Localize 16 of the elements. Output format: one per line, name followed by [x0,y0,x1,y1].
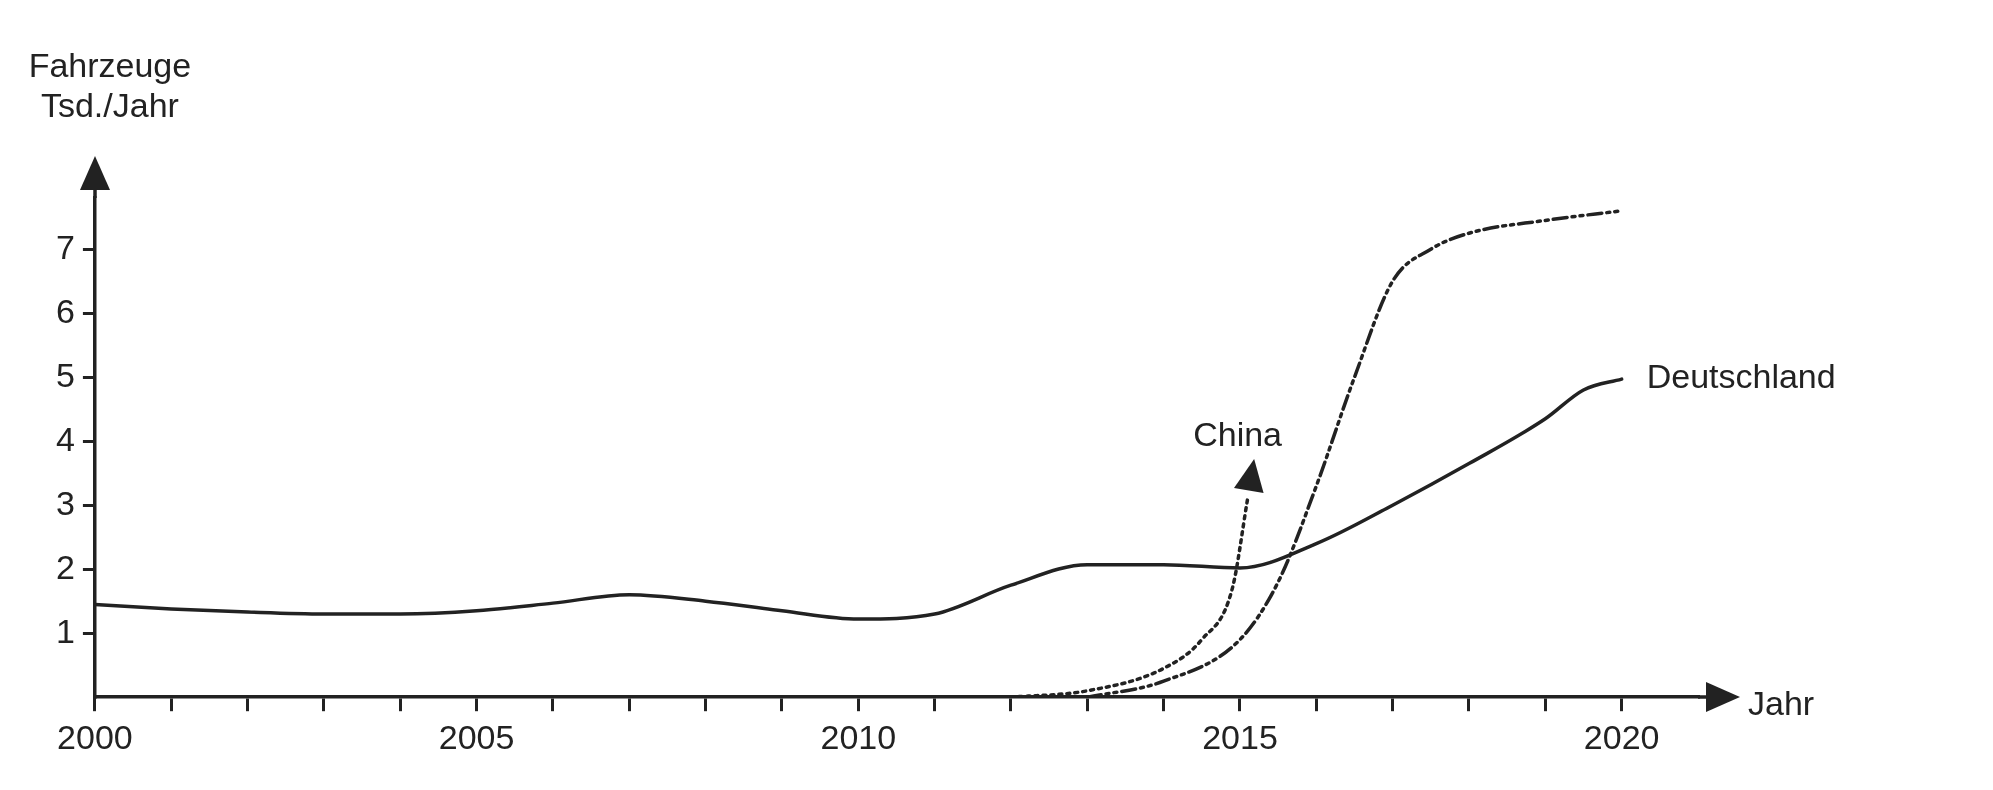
y-tick-label: 6 [55,291,75,330]
x-tick-label: 2015 [1202,717,1278,756]
x-tick-label: 2000 [57,717,133,756]
y-tick-label: 1 [55,611,75,650]
y-tick-label: 7 [55,227,75,266]
y-tick-label: 2 [55,547,75,586]
y-tick-label: 3 [55,483,75,522]
y-tick-label: 4 [55,419,75,458]
series-label: China [1193,415,1283,454]
x-axis-title: Jahr [1748,683,1815,722]
x-tick-label: 2020 [1583,717,1660,756]
x-tick-label: 2010 [820,717,897,756]
y-tick-label: 5 [55,355,75,394]
series-label: Deutschland [1646,357,1836,396]
y-axis-title: Fahrzeuge Tsd./Jahr [28,46,192,125]
x-tick-label: 2005 [438,717,515,756]
